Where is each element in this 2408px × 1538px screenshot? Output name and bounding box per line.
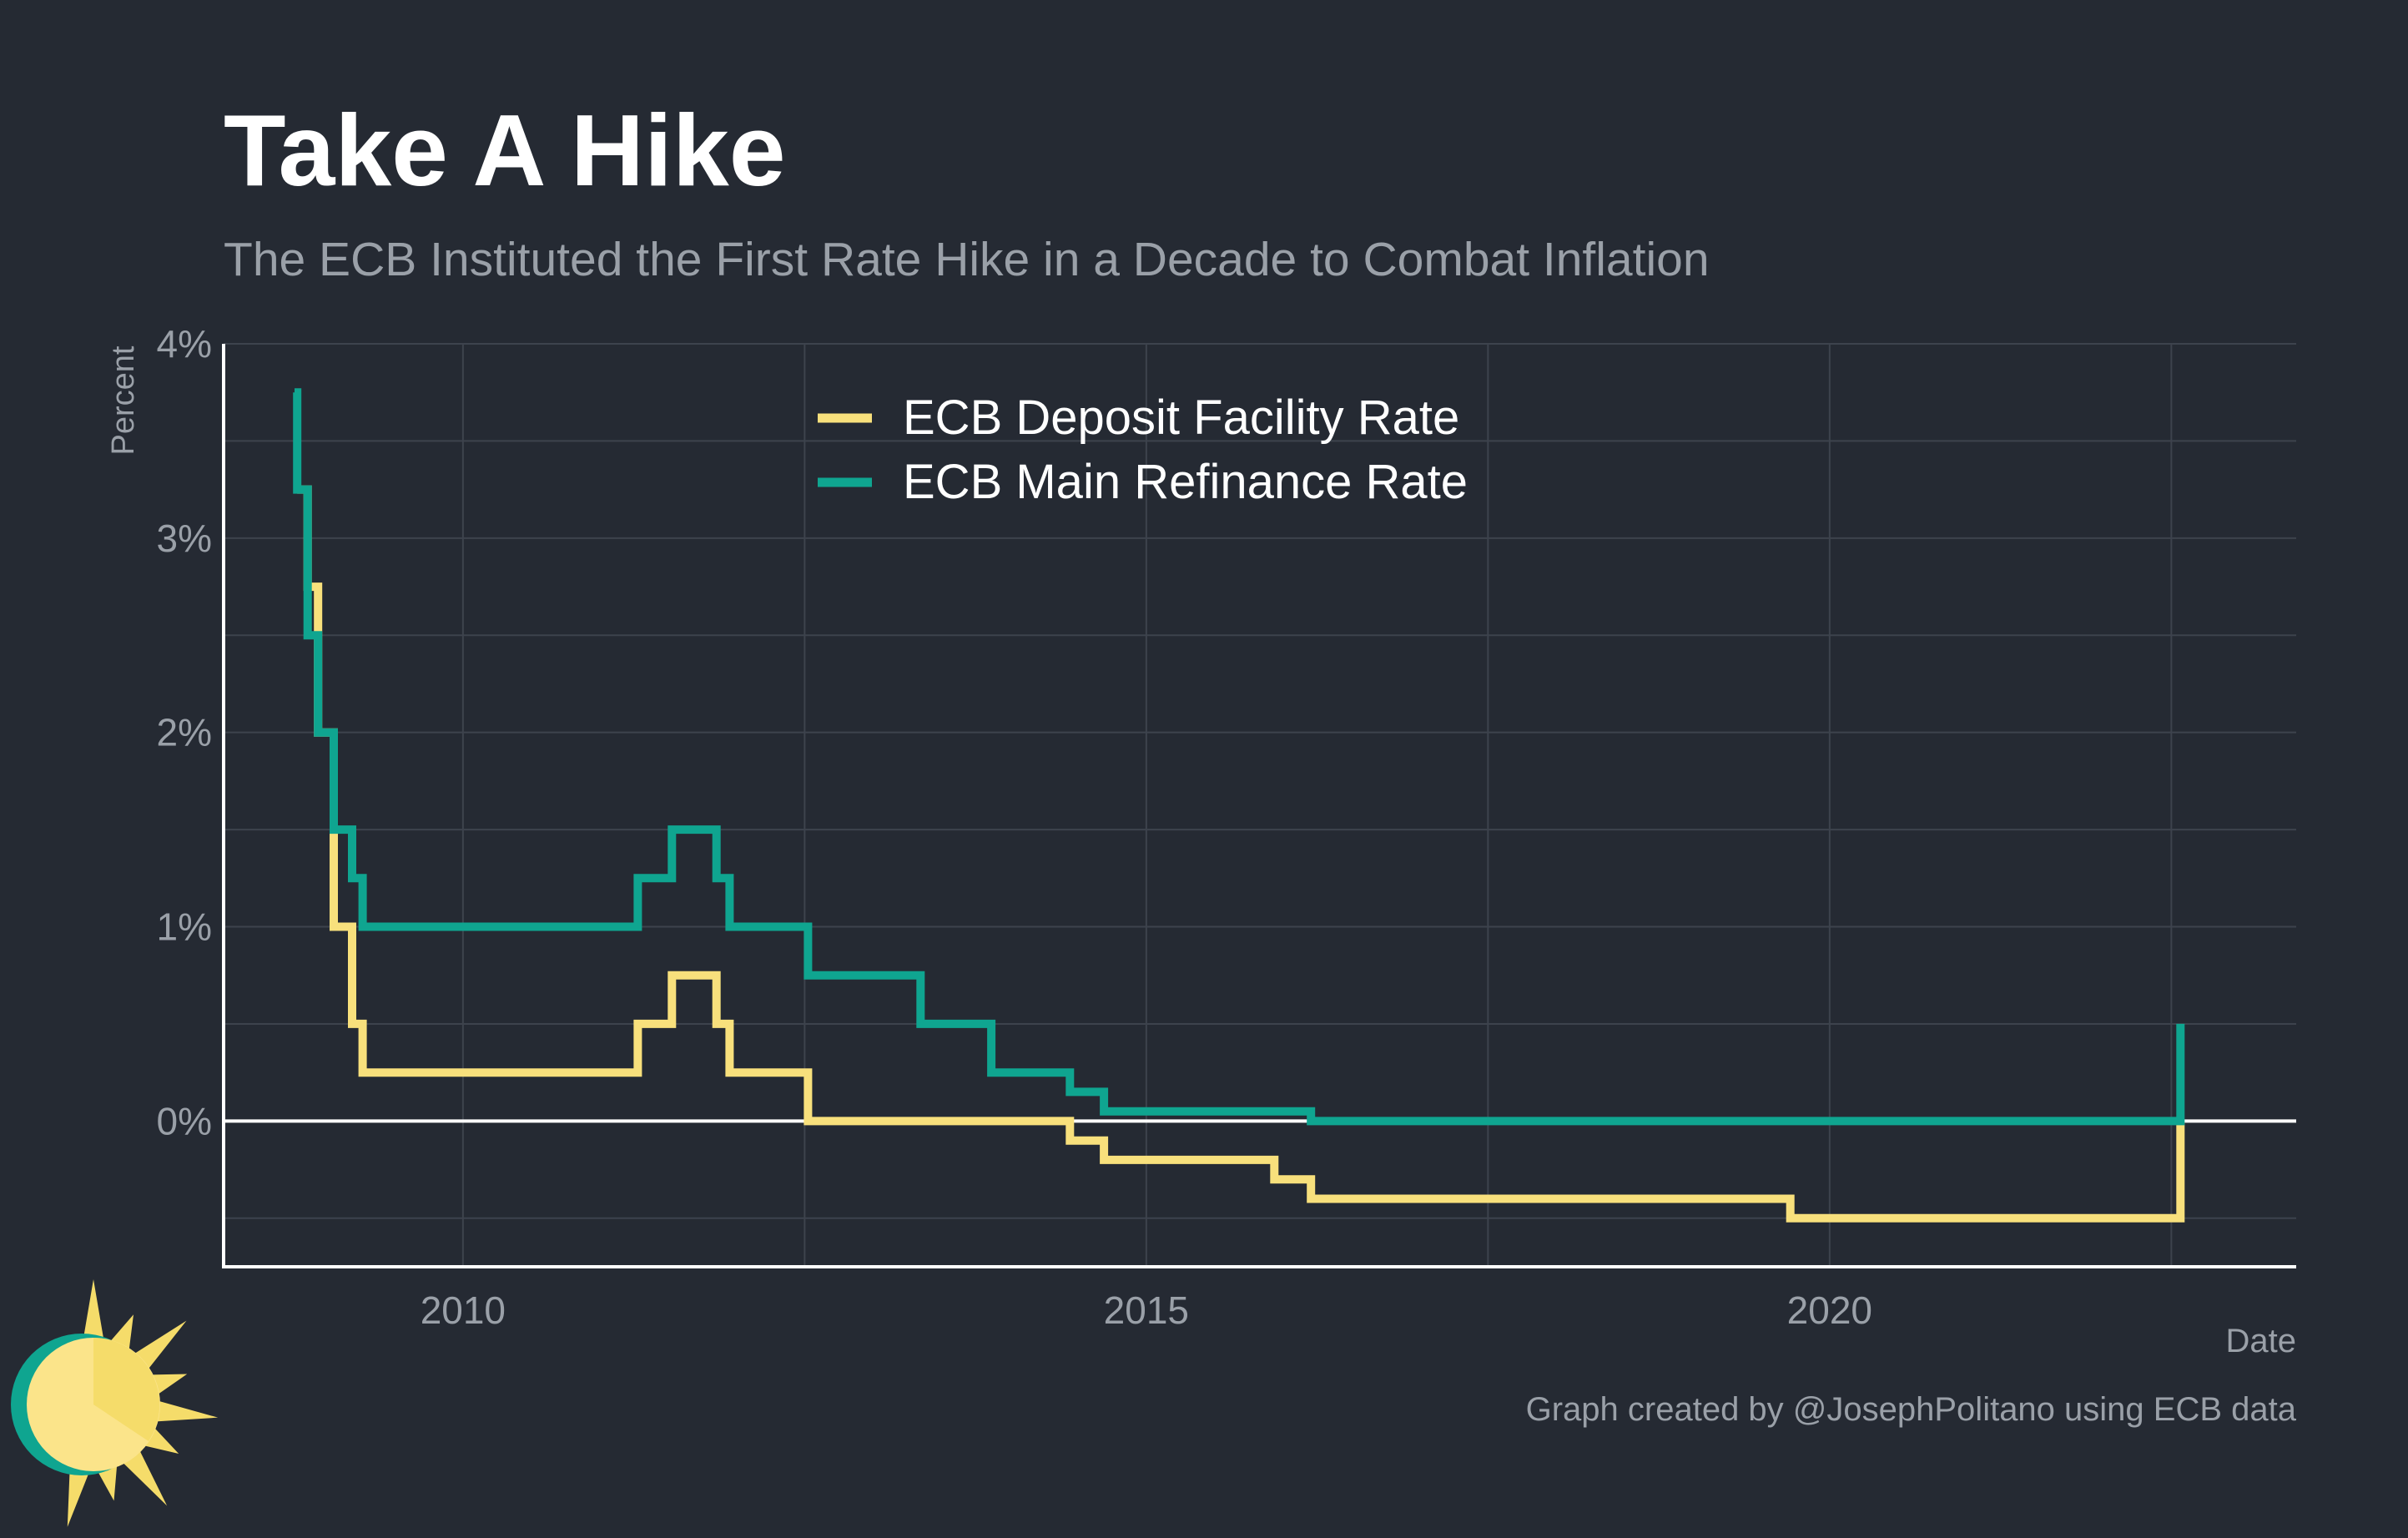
- sun-logo: [11, 1279, 219, 1527]
- legend-label-refinance-rate: ECB Main Refinance Rate: [903, 455, 1468, 509]
- chart-subtitle: The ECB Instituted the First Rate Hike i…: [224, 233, 1710, 286]
- sun-ray-icon: [156, 1400, 219, 1422]
- x-tick-label: 2010: [421, 1288, 506, 1332]
- chart-title: Take A Hike: [224, 93, 786, 207]
- sun-ray-icon: [67, 1465, 91, 1527]
- legend: ECB Deposit Facility Rate ECB Main Refin…: [818, 391, 1468, 509]
- y-axis-label: Percent: [106, 345, 141, 455]
- sun-ray-icon: [123, 1450, 168, 1506]
- series-line-refinance-rate: [293, 388, 2185, 1126]
- axes: [222, 344, 2296, 1268]
- x-axis-label: Date: [2226, 1323, 2297, 1359]
- y-tick-label: 0%: [157, 1099, 212, 1142]
- y-tick-label: 1%: [157, 905, 212, 949]
- y-tick-label: 4%: [157, 322, 212, 366]
- tick-labels: 0% 1% 2% 3% 4% 2010 2015 2020: [157, 322, 1873, 1332]
- sun-shade-icon: [93, 1338, 160, 1441]
- sun-ray-icon: [109, 1314, 133, 1350]
- y-tick-label: 2%: [157, 711, 212, 754]
- sun-ray-icon: [96, 1465, 118, 1501]
- y-tick-label: 3%: [157, 517, 212, 560]
- sun-ray-icon: [151, 1374, 188, 1395]
- x-tick-label: 2020: [1787, 1288, 1872, 1332]
- series: [293, 388, 2185, 1223]
- sun-ray-icon: [133, 1320, 187, 1369]
- sun-ray-icon: [83, 1279, 104, 1340]
- chart-caption: Graph created by @JosephPolitano using E…: [1526, 1391, 2297, 1428]
- x-tick-label: 2015: [1104, 1288, 1189, 1332]
- legend-label-deposit-rate: ECB Deposit Facility Rate: [903, 391, 1459, 445]
- sun-rays-icon: [67, 1279, 219, 1527]
